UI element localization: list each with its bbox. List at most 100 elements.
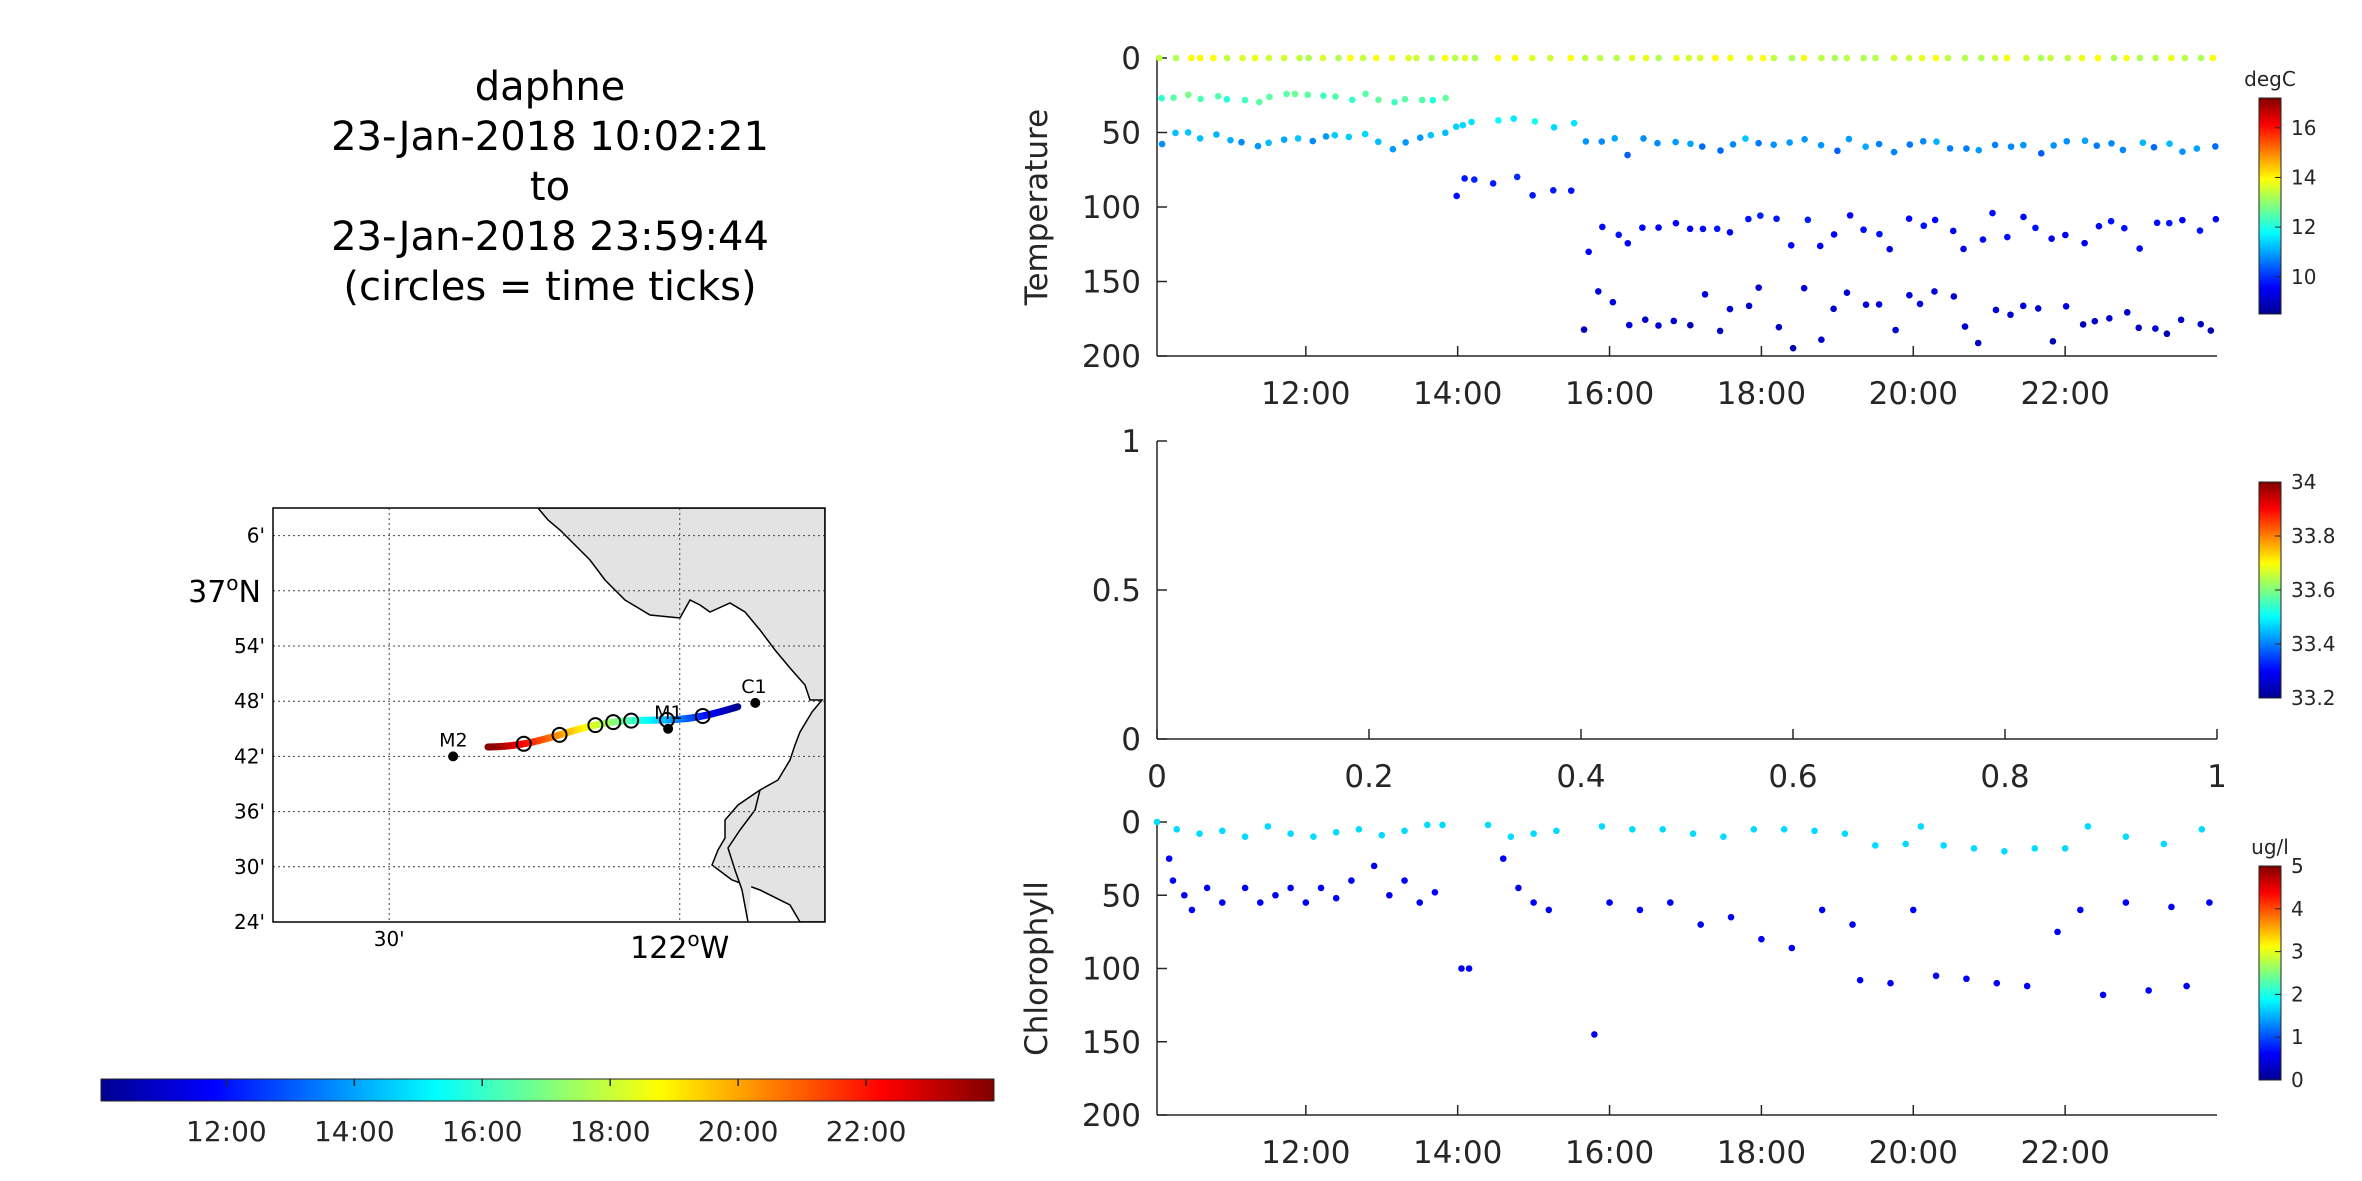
temperature-point [1818, 54, 1825, 62]
chlorophyll-point [1401, 827, 1408, 835]
chlorophyll-point [1256, 899, 1264, 906]
temperature-point [2062, 231, 2069, 239]
temperature-point [1949, 227, 1957, 235]
chlorophyll-point [1203, 884, 1211, 892]
title-line-end: 23-Jan-2018 23:59:44 [331, 214, 769, 260]
temperature-point [1963, 145, 1970, 152]
chlorophyll-point [1302, 899, 1310, 906]
map-lat-label: 42' [234, 744, 265, 768]
temperature-point [2050, 142, 2057, 149]
temperature-point [1931, 216, 1939, 224]
temperature-point [1266, 93, 1273, 101]
temperature-point [1345, 133, 1353, 141]
chlorophyll-point [1788, 944, 1796, 952]
temperature-point [1642, 54, 1650, 62]
temperature-point [1685, 54, 1693, 62]
chlorophyll-point [1219, 827, 1226, 835]
chlorophyll-point [1465, 965, 1473, 972]
scatter-points [1153, 818, 2213, 1038]
temperature-point [1906, 141, 1914, 148]
temperature-point [1788, 54, 1796, 62]
temperature-point [1655, 224, 1662, 231]
temperature-point [2212, 143, 2219, 150]
temperature-point [1818, 336, 1825, 344]
chlorophyll-point [1841, 830, 1849, 838]
y-tick-label: 0.5 [1092, 573, 1141, 609]
chlorophyll-point [1386, 891, 1393, 899]
temperature-point [1770, 54, 1778, 62]
y-tick-label: 100 [1082, 952, 1141, 988]
mooring-marker [663, 723, 674, 734]
chlorophyll-point [2099, 991, 2107, 999]
temperature-point [1359, 54, 1367, 62]
map-frame [272, 507, 826, 923]
chlorophyll-point [1458, 965, 1465, 972]
temperature-point [1991, 141, 1999, 149]
temperature-point [1862, 301, 1870, 308]
x-tick-label: 12:00 [1261, 1135, 1350, 1171]
time-colorbar-tick-label: 22:00 [826, 1115, 907, 1148]
temperature-point [1196, 54, 1204, 62]
temperature-point [1347, 54, 1354, 62]
chlorophyll-point [1993, 979, 2001, 987]
temperature-point [2107, 217, 2115, 225]
temperature-point [1712, 54, 1719, 62]
temperature-point [2004, 233, 2011, 241]
temperature-point [1461, 175, 1468, 182]
chlorophyll-point [2001, 848, 2008, 855]
temperature-point [1374, 138, 1382, 146]
temperature-point [1920, 222, 1928, 230]
chlorophyll-point [1697, 921, 1704, 928]
temperature-point [2179, 216, 2186, 224]
temperature-point [1361, 130, 1369, 138]
temperature-point [1468, 118, 1475, 126]
colorbar-tick-label: 14 [2291, 165, 2316, 189]
temperature-point [1265, 139, 1272, 147]
temperature-point [1442, 129, 1449, 137]
chlorophyll-point [2160, 840, 2168, 848]
temperature-point [1977, 54, 1985, 62]
map-lat-label: 30' [234, 855, 265, 879]
temperature-point [2110, 54, 2118, 62]
colorbar-tick-label: 12 [2291, 215, 2316, 239]
temperature-point [1188, 54, 1195, 62]
temperature-point [2081, 239, 2088, 247]
chlorophyll-point [1758, 935, 1765, 943]
chlorophyll-point [1818, 906, 1826, 914]
temperature-point [1213, 131, 1220, 138]
temperature-point [1872, 54, 1879, 62]
temperature-point [1596, 54, 1604, 62]
x-tick-label: 14:00 [1413, 376, 1502, 412]
temperature-point [1742, 135, 1749, 142]
temperature-point [2063, 137, 2071, 145]
chlorophyll-point [2054, 928, 2061, 936]
temperature-point [1529, 192, 1536, 199]
colorbar-tick-label: 10 [2291, 265, 2316, 289]
temperature-point [2209, 54, 2217, 62]
temperature-point [1196, 135, 1204, 142]
chlorophyll-point [1553, 827, 1560, 835]
x-tick-label: 18:00 [1717, 376, 1806, 412]
temperature-point [1800, 284, 1808, 292]
temperature-point [1305, 54, 1312, 62]
temperature-point [1918, 54, 1926, 62]
temperature-point [1528, 54, 1536, 62]
temperature-point [1817, 141, 1825, 149]
temperature-point [1624, 151, 1631, 159]
temperature-point [2003, 54, 2011, 62]
y-tick-label: 0 [1121, 41, 1141, 77]
x-tick-label: 18:00 [1717, 1135, 1806, 1171]
x-tick-label: 16:00 [1565, 1135, 1654, 1171]
temperature-point [2106, 315, 2113, 322]
temperature-point [1655, 322, 1662, 329]
figure-title: daphne 23-Jan-2018 10:02:21 to 23-Jan-20… [270, 62, 830, 312]
temperature-point [1862, 143, 1869, 150]
chlorophyll-point [1188, 906, 1196, 914]
map-time-tick-circle [605, 714, 622, 731]
chlorophyll-point [2122, 833, 2130, 840]
chlorophyll-point [1940, 842, 1947, 849]
temperature-point [1459, 121, 1467, 129]
chlorophyll-point [1310, 833, 1317, 840]
chlorophyll-point [1401, 877, 1408, 884]
